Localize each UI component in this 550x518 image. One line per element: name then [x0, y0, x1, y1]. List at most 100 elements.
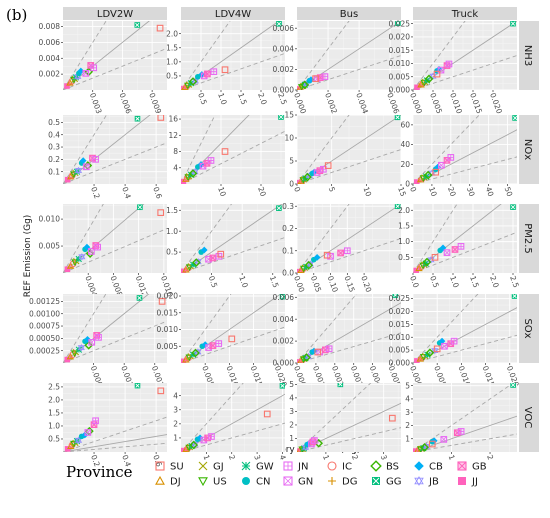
legend-key-jb [414, 476, 424, 486]
y-tick-label: 4 [289, 393, 294, 402]
y-tick-label: 0 [289, 180, 294, 189]
x-tick-label: 2 [227, 454, 237, 462]
y-tick-label: 2 [405, 421, 410, 430]
y-tick-label: 0.000 [389, 359, 411, 368]
panel-voc-truck: 1 2 1 2 3 4 5 [405, 381, 517, 462]
column-strip-label: Truck [451, 9, 479, 20]
y-tick-label: 0.015 [157, 308, 179, 317]
data-point-jn [208, 433, 215, 440]
data-point-jn [321, 73, 329, 80]
data-point-bs [303, 172, 312, 182]
data-point-jj [64, 266, 71, 273]
row-strips: NH3 NOx PM2.5 SOx VOC [519, 21, 539, 452]
data-point-gb [209, 342, 217, 349]
data-point-su [158, 298, 166, 305]
data-point-jn [457, 428, 465, 435]
y-tick-label: 2.0 [398, 206, 410, 215]
data-point-su [157, 209, 165, 216]
row-strip-label: PM2.5 [522, 223, 533, 254]
x-tick-label: 0.00 [292, 275, 306, 294]
y-tick-label: 5 [405, 381, 410, 390]
data-point-gb [209, 254, 217, 262]
y-tick-label: 0 [405, 180, 410, 189]
data-point-jj [64, 176, 71, 183]
data-point-gw [190, 261, 197, 268]
data-point-su [312, 75, 319, 83]
legend-key-gn [283, 476, 293, 486]
reference-line-dashed [63, 228, 167, 273]
x-tick-label: 2 [485, 454, 495, 462]
panel-voc-ldv4w: 1 2 3 4 1 2 3 4 [173, 383, 288, 462]
x-tick-label: 0.006 [118, 92, 134, 115]
data-point-su [433, 70, 441, 78]
x-tick-label: 0.0 [408, 275, 421, 290]
legend-key-dg [328, 477, 336, 485]
x-tick-label: 50 [503, 186, 515, 198]
y-tick-label: 0.010 [157, 325, 179, 334]
legend-key-bs [370, 460, 382, 472]
data-point-jn [215, 252, 223, 260]
data-point-su [323, 251, 331, 259]
data-point-gg [134, 115, 141, 122]
x-tick-label: 0.5 [207, 275, 220, 290]
x-tick-label: 0.020 [488, 92, 504, 115]
y-tick-label: 1.0 [166, 227, 178, 236]
data-point-jn [319, 165, 327, 173]
row-strip-label: NH3 [522, 45, 533, 66]
data-point-su [217, 250, 225, 258]
data-point-su [156, 24, 164, 32]
y-tick-label: 0.010 [389, 59, 411, 68]
y-tick-label: 0.005 [389, 72, 411, 81]
legend-item-jn: JN [283, 461, 308, 473]
y-tick-label: 0.004 [39, 54, 61, 63]
legend-key-gb [457, 461, 467, 471]
data-point-jn [343, 247, 351, 255]
data-point-cb [201, 341, 209, 348]
data-point-su [433, 345, 441, 353]
y-tick-label: 15 [284, 111, 294, 120]
legend-key-cn [242, 477, 250, 485]
data-point-dj [66, 262, 75, 269]
row-strip-pm2.5 [519, 204, 539, 273]
data-point-jj [297, 448, 302, 452]
x-tick-label: 3 [379, 454, 389, 462]
y-tick-label: 0.005 [389, 346, 411, 355]
data-point-jn [447, 154, 455, 161]
panel-nox-truck: 0 10 20 30 40 50 0 20 40 60 [400, 115, 517, 198]
data-point-su [388, 414, 396, 422]
y-tick-label: 0.2 [282, 224, 294, 233]
data-point-jb [74, 166, 83, 175]
data-point-bs [314, 438, 324, 448]
reference-line-1to1 [413, 307, 517, 363]
legend-key-gw [241, 461, 251, 471]
x-tick-label: 0.004 [354, 92, 370, 115]
x-tick-label: 20 [256, 186, 268, 198]
x-tick-label: 1.5 [236, 92, 249, 107]
data-point-dj [66, 78, 74, 86]
y-tick-label: 1 [173, 434, 178, 443]
data-point-gg [394, 204, 401, 210]
reference-line-1to1 [297, 302, 401, 363]
reference-line-dashed [63, 47, 167, 90]
reference-line-1to1 [413, 204, 502, 273]
data-point-bs [423, 170, 433, 180]
data-point-gg [511, 294, 517, 299]
legend-label: DG [342, 477, 357, 488]
x-tick-label: 0.005 [428, 92, 444, 115]
data-point-bs [304, 260, 314, 270]
reference-line-dashed [181, 422, 285, 452]
y-tick-label: 4 [173, 163, 178, 172]
data-point-jj [64, 356, 71, 363]
legend-item-cn: CN [242, 477, 270, 488]
data-point-gg [278, 115, 284, 120]
reference-line-1to1 [413, 21, 517, 90]
reference-line-1to1 [413, 415, 517, 452]
legend-key-gg [372, 477, 380, 485]
data-point-cb [313, 254, 321, 261]
y-tick-label: 0.2 [48, 155, 60, 164]
x-tick-label: 0.010 [448, 92, 464, 115]
data-point-gg [279, 294, 285, 300]
data-point-jj [413, 179, 420, 184]
